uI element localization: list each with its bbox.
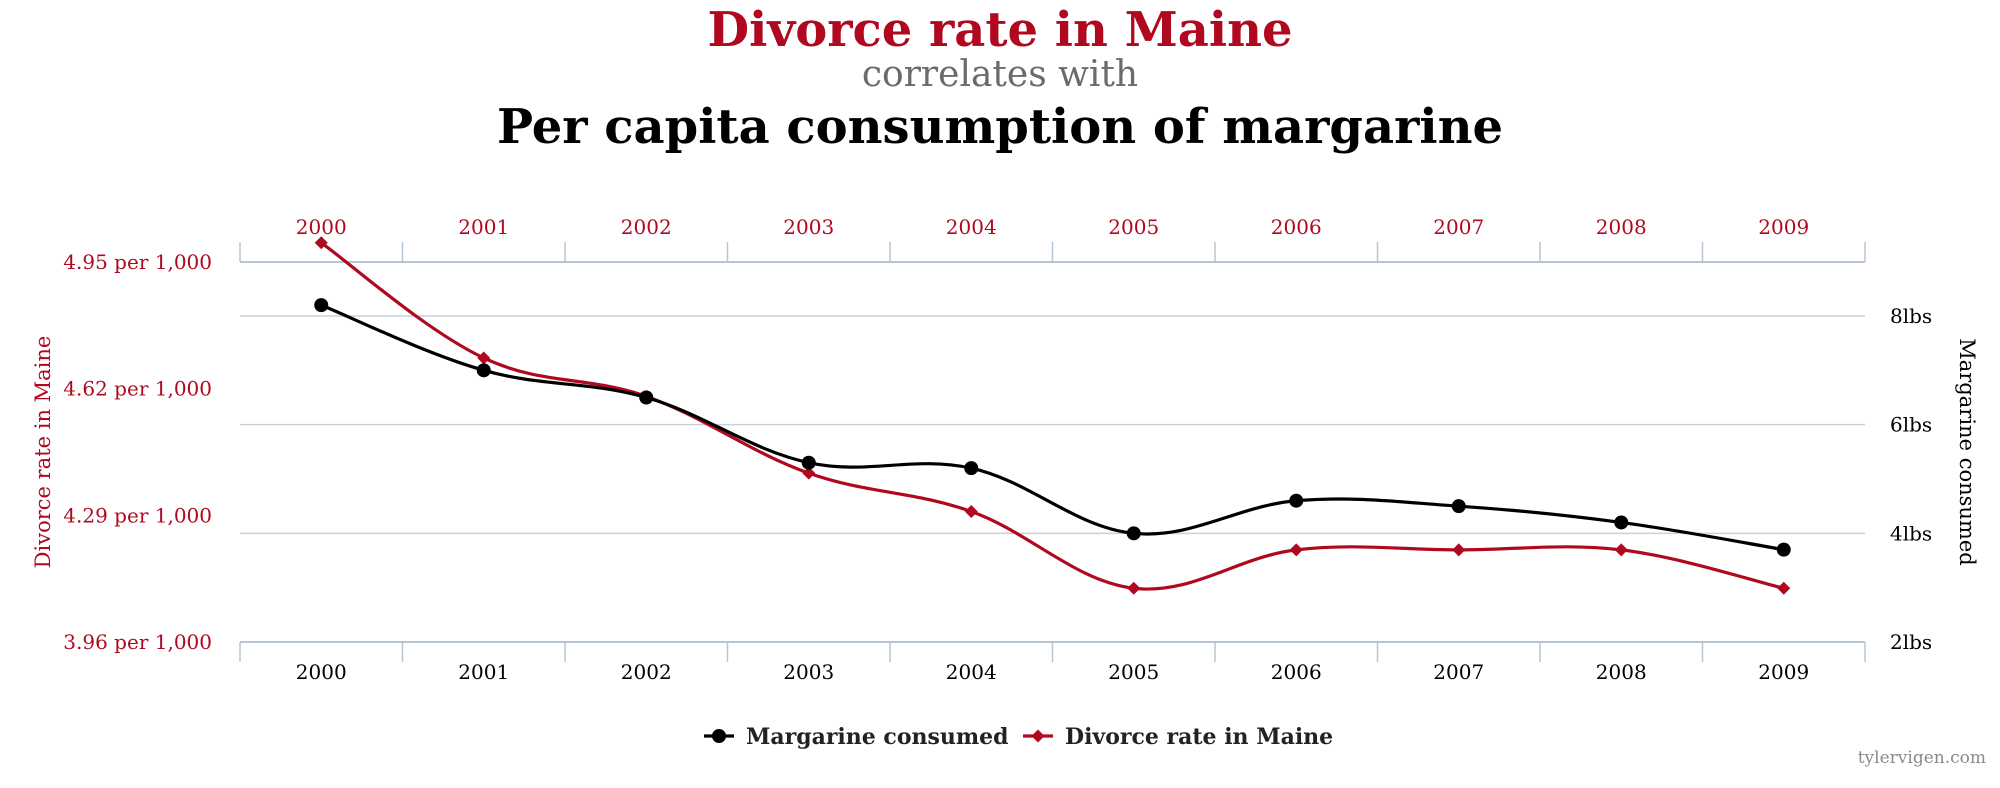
margarine-point bbox=[639, 390, 654, 405]
bottom-x-tick-label: 2009 bbox=[1758, 660, 1809, 684]
top-x-tick-label: 2003 bbox=[783, 215, 834, 239]
divorce-point bbox=[1289, 543, 1303, 557]
divorce-point bbox=[477, 351, 491, 365]
divorce-point bbox=[314, 236, 328, 250]
margarine-point bbox=[801, 455, 816, 470]
legend-label: Divorce rate in Maine bbox=[1065, 724, 1333, 750]
legend-circle-marker bbox=[712, 729, 726, 743]
margarine-point bbox=[964, 461, 979, 476]
divorce-point bbox=[964, 504, 978, 518]
divorce-point bbox=[1127, 581, 1141, 595]
right-y-tick-label: 4lbs bbox=[1890, 521, 1932, 545]
margarine-point bbox=[1776, 542, 1791, 557]
margarine-point bbox=[314, 298, 329, 313]
left-axis-title: Divorce rate in Maine bbox=[31, 336, 55, 569]
chart-connector-text: correlates with bbox=[861, 54, 1139, 95]
margarine-point bbox=[1126, 526, 1141, 541]
left-y-tick-label: 4.95 per 1,000 bbox=[63, 250, 212, 274]
divorce-point bbox=[1614, 543, 1628, 557]
left-y-tick-label: 4.29 per 1,000 bbox=[63, 503, 212, 527]
top-x-tick-label: 2006 bbox=[1271, 215, 1322, 239]
left-y-tick-label: 3.96 per 1,000 bbox=[63, 630, 212, 654]
bottom-x-tick-label: 2001 bbox=[458, 660, 509, 684]
right-axis-title: Margarine consumed bbox=[1955, 338, 1979, 565]
chart-subtitle: Per capita consumption of margarine bbox=[496, 99, 1504, 155]
bottom-x-tick-label: 2008 bbox=[1596, 660, 1647, 684]
margarine-line bbox=[320, 303, 1785, 552]
bottom-x-tick-label: 2003 bbox=[783, 660, 834, 684]
margarine-point bbox=[1289, 493, 1304, 508]
source-watermark: tylervigen.com bbox=[1857, 748, 1986, 768]
series-lines bbox=[320, 241, 1785, 591]
top-x-tick-label: 2005 bbox=[1108, 215, 1159, 239]
divorce-point bbox=[1777, 581, 1791, 595]
legend-item-divorce[interactable]: Divorce rate in Maine bbox=[1023, 724, 1333, 750]
bottom-x-tick-label: 2000 bbox=[296, 660, 347, 684]
top-x-tick-label: 2009 bbox=[1758, 215, 1809, 239]
divorce-point bbox=[802, 466, 816, 480]
margarine-point bbox=[1451, 499, 1466, 514]
top-x-tick-label: 2008 bbox=[1596, 215, 1647, 239]
top-x-tick-label: 2000 bbox=[296, 215, 347, 239]
axis-labels: 2000 2000 2001 2001 2002 2002 2003 2003 2004 2004… bbox=[31, 215, 1979, 684]
bottom-x-tick-label: 2004 bbox=[946, 660, 997, 684]
bottom-x-tick-label: 2006 bbox=[1271, 660, 1322, 684]
bottom-x-tick-label: 2007 bbox=[1433, 660, 1484, 684]
bottom-x-tick-label: 2002 bbox=[621, 660, 672, 684]
top-x-tick-label: 2007 bbox=[1433, 215, 1484, 239]
top-x-tick-label: 2001 bbox=[458, 215, 509, 239]
top-x-tick-label: 2004 bbox=[946, 215, 997, 239]
right-y-tick-label: 2lbs bbox=[1890, 630, 1932, 654]
legend-item-margarine[interactable]: Margarine consumed bbox=[704, 724, 1009, 750]
margarine-point bbox=[1614, 515, 1629, 530]
right-y-tick-label: 6lbs bbox=[1890, 413, 1932, 437]
bottom-x-tick-label: 2005 bbox=[1108, 660, 1159, 684]
left-y-tick-label: 4.62 per 1,000 bbox=[63, 377, 212, 401]
legend-label: Margarine consumed bbox=[746, 724, 1009, 750]
axes bbox=[239, 242, 1866, 662]
margarine-point bbox=[476, 363, 491, 378]
legend[interactable]: Margarine consumed Divorce rate in Maine bbox=[704, 724, 1333, 750]
divorce-line bbox=[320, 241, 1785, 591]
top-x-tick-label: 2002 bbox=[621, 215, 672, 239]
divorce-point bbox=[1452, 543, 1466, 557]
right-y-tick-label: 8lbs bbox=[1890, 304, 1932, 328]
legend-diamond-marker bbox=[1031, 729, 1045, 743]
chart-title: Divorce rate in Maine bbox=[707, 2, 1293, 58]
series-markers bbox=[314, 236, 1791, 595]
